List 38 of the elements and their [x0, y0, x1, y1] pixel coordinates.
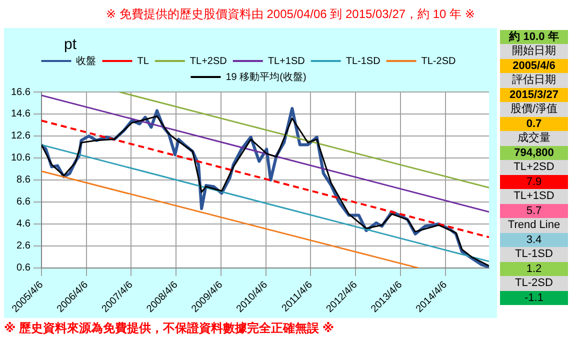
text: 約 10.0 年 [500, 30, 568, 44]
legend-label: 19 移動平均(收盤) [226, 70, 306, 83]
y-tick-label: 12.6 [10, 130, 31, 142]
y-tick-label: 16.6 [10, 86, 31, 98]
text: 7.9 [500, 174, 568, 190]
text: TL-2SD [500, 276, 568, 291]
text: ※ 歷史資料來源為免費提供，不保證資料數據完全正確無誤 ※ [4, 320, 334, 337]
legend-label: TL+1SD [268, 56, 305, 67]
text: TL+2SD [500, 160, 568, 175]
y-tick-label: 2.6 [16, 240, 31, 252]
text: TL-1SD [500, 247, 568, 262]
text: TL+1SD [500, 189, 568, 204]
text: 2005/4/6 [500, 58, 568, 74]
y-tick-label: 14.6 [10, 108, 31, 120]
y-axis-title: pt [64, 36, 77, 53]
y-tick-label: 6.6 [16, 196, 31, 208]
chart-title: ※ 免費提供的歷史股價資料由 2005/04/06 到 2015/03/27，約 10 年 ※ [105, 6, 476, 23]
text: 1.2 [500, 262, 568, 276]
legend-label: TL-1SD [346, 56, 380, 67]
text: 5.7 [500, 204, 568, 218]
text: -1.1 [500, 290, 568, 306]
y-tick-label: 4.6 [16, 218, 31, 230]
text: 0.7 [500, 116, 568, 132]
legend-label: TL [137, 56, 150, 67]
legend-label: TL-2SD [421, 56, 456, 67]
text: Trend Line [500, 218, 568, 233]
text: 評估日期 [500, 73, 568, 88]
legend-label: TL+2SD [190, 56, 227, 67]
text: 開始日期 [500, 44, 568, 59]
text: 成交量 [500, 131, 568, 146]
text: 2015/3/27 [500, 88, 568, 102]
text: 794,800 [500, 146, 568, 160]
y-tick-label: 10.6 [10, 152, 31, 164]
legend-label: 收盤 [76, 54, 96, 67]
text: 3.4 [500, 232, 568, 248]
y-tick-label: 0.6 [16, 262, 31, 274]
y-tick-label: 8.6 [16, 174, 31, 186]
text: 股價/淨值 [500, 102, 568, 117]
